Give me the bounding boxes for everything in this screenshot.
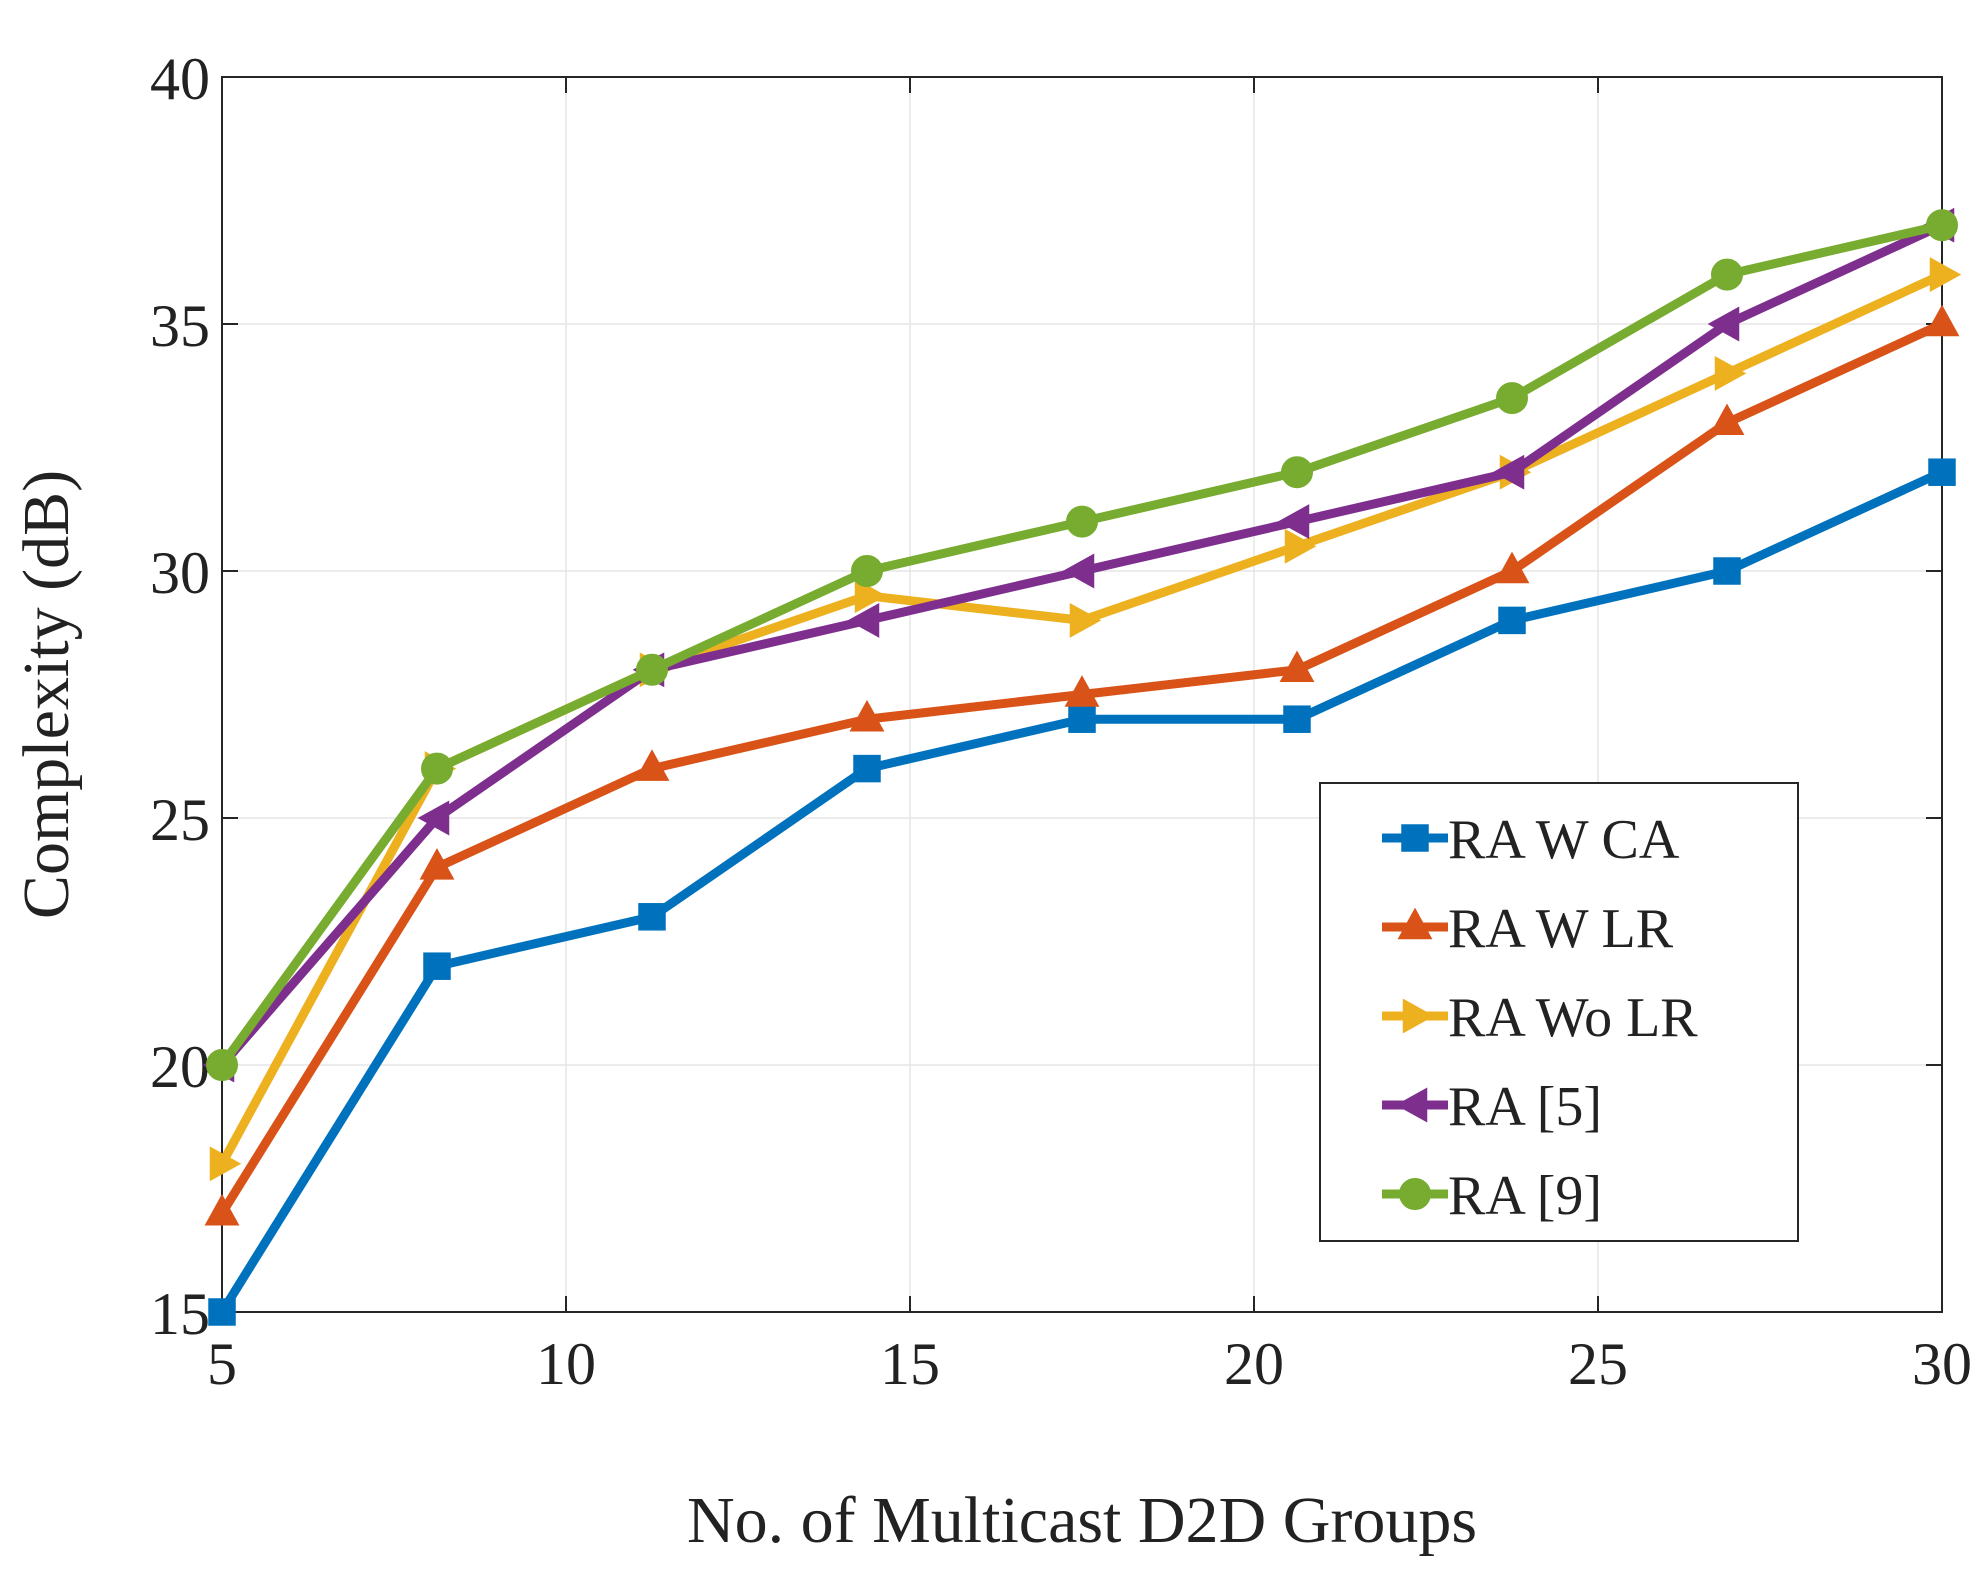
data-point — [1064, 675, 1100, 707]
series-ra-w-lr — [204, 304, 1960, 1226]
data-point — [208, 1298, 236, 1326]
x-axis-label: No. of Multicast D2D Groups — [687, 1484, 1477, 1557]
x-tick-label: 20 — [1224, 1331, 1284, 1397]
plot-area — [221, 76, 1943, 1313]
data-point — [1924, 304, 1960, 337]
data-point — [419, 848, 455, 880]
data-point — [1498, 606, 1526, 635]
series-ra-9 — [206, 209, 1958, 1081]
data-point — [851, 555, 883, 587]
data-point — [209, 1146, 242, 1182]
legend-label: RA Wo LR — [1448, 987, 1698, 1049]
data-point — [1277, 504, 1310, 540]
data-point — [206, 1049, 238, 1081]
x-tick-label: 15 — [880, 1331, 940, 1397]
legend-item: RA W LR — [1382, 898, 1674, 960]
data-point — [1711, 258, 1743, 291]
y-tick-label: 35 — [150, 293, 210, 359]
data-point — [849, 699, 885, 732]
data-point — [1283, 705, 1311, 733]
y-tick-label: 40 — [150, 46, 210, 112]
data-series — [202, 207, 1962, 1326]
legend-marker — [1399, 1178, 1431, 1210]
data-point — [423, 952, 451, 980]
x-tick-label: 25 — [1568, 1331, 1628, 1397]
y-tick-label: 25 — [150, 787, 210, 853]
data-point — [634, 749, 670, 781]
data-point — [1066, 505, 1098, 538]
data-point — [1707, 306, 1740, 342]
legend-marker — [1401, 824, 1429, 852]
data-point — [847, 602, 880, 638]
data-point — [417, 800, 450, 836]
data-point — [854, 578, 887, 614]
x-tick-label: 10 — [536, 1331, 596, 1397]
data-point — [204, 1193, 240, 1226]
data-point — [1714, 355, 1747, 391]
data-point — [1281, 456, 1313, 489]
data-point — [1492, 454, 1525, 490]
data-point — [1284, 528, 1317, 564]
data-point — [1069, 602, 1102, 638]
x-tick-label: 5 — [207, 1331, 237, 1397]
legend-item: RA [5] — [1382, 1076, 1602, 1138]
legend-marker — [1395, 1087, 1428, 1123]
data-point — [1062, 553, 1095, 589]
legend-label: RA [5] — [1448, 1076, 1602, 1138]
data-point — [1709, 403, 1745, 436]
data-point — [1928, 458, 1956, 486]
legend-label: RA W LR — [1448, 898, 1674, 960]
data-point — [853, 754, 881, 783]
legend-item: RA Wo LR — [1382, 987, 1698, 1049]
legend-label: RA [9] — [1448, 1165, 1602, 1227]
data-point — [1926, 209, 1958, 242]
axis-ticks: 5 10 15 20 25 30 15 20 25 30 35 40 — [150, 46, 1972, 1397]
legend-marker — [1397, 907, 1433, 940]
legend-marker — [1402, 998, 1435, 1034]
y-tick-label: 30 — [150, 540, 210, 606]
legend-item: RA W CA — [1382, 809, 1680, 871]
y-tick-label: 15 — [150, 1281, 210, 1347]
y-axis-label: Complexity (dB) — [10, 470, 83, 919]
series-ra-w-ca — [208, 458, 1956, 1326]
y-tick-label: 20 — [150, 1034, 210, 1100]
legend-label: RA W CA — [1448, 809, 1680, 871]
data-point — [1279, 650, 1315, 683]
data-point — [1713, 557, 1741, 585]
data-point — [421, 752, 453, 785]
data-point — [1929, 257, 1962, 293]
data-point — [1068, 705, 1096, 733]
legend: RA W CA RA W LR RA Wo LR RA [5] RA [9] — [1319, 782, 1799, 1242]
data-point — [636, 653, 668, 686]
x-tick-label: 30 — [1912, 1331, 1972, 1397]
data-point — [1496, 382, 1528, 415]
data-point — [638, 903, 666, 931]
data-point — [1494, 551, 1530, 584]
legend-item: RA [9] — [1382, 1165, 1602, 1227]
